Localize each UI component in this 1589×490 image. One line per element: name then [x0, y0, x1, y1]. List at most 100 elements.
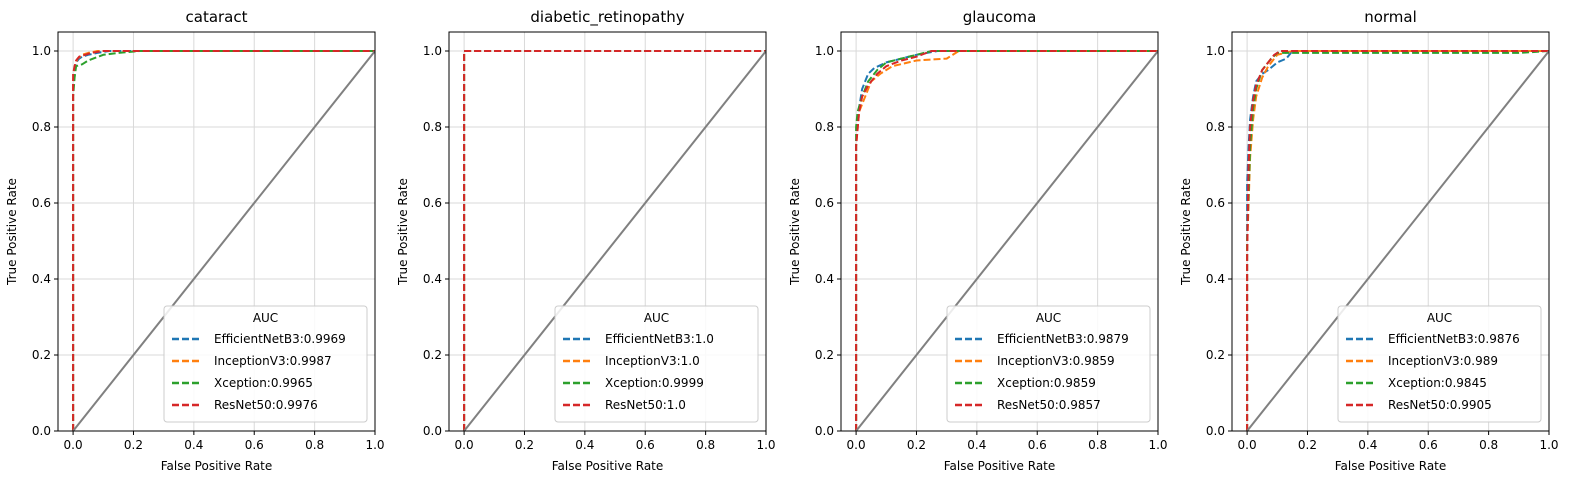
x-tick-label: 0.0: [64, 438, 83, 452]
x-tick-label: 0.6: [1028, 438, 1047, 452]
legend-entry-label: EfficientNetB3:0.9876: [1388, 332, 1520, 346]
x-tick-label: 0.2: [1298, 438, 1317, 452]
x-axis-label: False Positive Rate: [944, 459, 1056, 473]
chance-diagonal-line: [72, 50, 375, 431]
legend-entry-label: InceptionV3:0.989: [1388, 354, 1498, 368]
y-axis-label: True Positive Rate: [5, 178, 19, 286]
legend-entry-label: InceptionV3:0.9859: [997, 354, 1115, 368]
series-lines: [72, 50, 375, 431]
y-axis-label: True Positive Rate: [788, 178, 802, 286]
x-tick-label: 0.6: [245, 438, 264, 452]
y-tick-label: 0.2: [1206, 348, 1225, 362]
legend-title: AUC: [253, 311, 278, 325]
x-tick-label: 1.0: [1148, 438, 1167, 452]
series-lines: [1246, 50, 1549, 431]
y-tick-label: 0.0: [32, 424, 51, 438]
roc-curve-4: [1246, 50, 1549, 431]
y-tick-label: 0.8: [423, 120, 442, 134]
panel-title: cataract: [186, 8, 248, 26]
legend-entry-label: InceptionV3:0.9987: [214, 354, 332, 368]
axes-frame: [448, 31, 767, 432]
x-tick-label: 0.0: [1238, 438, 1257, 452]
y-tick-label: 0.8: [815, 120, 834, 134]
legend: AUC EfficientNetB3:0.9969 InceptionV3:0.99…: [163, 305, 368, 423]
legend-entry-label: Xception:0.9859: [997, 376, 1096, 390]
y-tick-label: 0.4: [1206, 272, 1225, 286]
axes-frame: [1231, 31, 1550, 432]
y-tick-label: 1.0: [815, 44, 834, 58]
roc-panel-4: 0.0 0.2 0.4 0.6 0.8 1.0 0.0 0.2 0.4 0.6 0.8 1.0 norm…: [1179, 8, 1559, 473]
legend-entry-label: EfficientNetB3:0.9969: [214, 332, 346, 346]
grid: [449, 32, 767, 432]
legend-entry-label: ResNet50:1.0: [605, 398, 686, 412]
chance-diagonal-line: [855, 50, 1158, 431]
legend-box: [1337, 305, 1542, 423]
x-tick-label: 0.8: [696, 438, 715, 452]
chance-diagonal-line: [1246, 50, 1549, 431]
x-tick-label: 1.0: [756, 438, 775, 452]
x-tick-label: 0.4: [184, 438, 203, 452]
y-tick-label: 0.2: [32, 348, 51, 362]
roc-panel-1: 0.0 0.2 0.4 0.6 0.8 1.0 0.0 0.2 0.4 0.6 0.8 1.0 cata…: [5, 8, 385, 473]
panel-title: normal: [1364, 8, 1417, 26]
x-tick-label: 0.0: [847, 438, 866, 452]
x-tick-label: 0.6: [636, 438, 655, 452]
legend-entry-label: EfficientNetB3:0.9879: [997, 332, 1129, 346]
legend-title: AUC: [1036, 311, 1061, 325]
legend-title: AUC: [644, 311, 669, 325]
roc-curve-2: [855, 50, 1158, 431]
y-tick-label: 0.6: [423, 196, 442, 210]
legend-entry-label: ResNet50:0.9976: [214, 398, 318, 412]
axes-frame: [57, 31, 376, 432]
legend-entry-label: Xception:0.9999: [605, 376, 704, 390]
y-tick-label: 0.0: [815, 424, 834, 438]
series-lines: [463, 50, 766, 431]
series-lines: [855, 50, 1158, 431]
y-tick-label: 0.6: [1206, 196, 1225, 210]
panel-title: diabetic_retinopathy: [530, 8, 684, 27]
x-tick-label: 0.8: [305, 438, 324, 452]
legend: AUC EfficientNetB3:0.9879 InceptionV3:0.98…: [946, 305, 1151, 423]
x-tick-label: 0.6: [1419, 438, 1438, 452]
roc-panel-3: 0.0 0.2 0.4 0.6 0.8 1.0 0.0 0.2 0.4 0.6 0.8 1.0 glau…: [788, 8, 1168, 473]
legend-entry-label: InceptionV3:1.0: [605, 354, 700, 368]
roc-curve-4: [72, 50, 375, 431]
legend-box: [946, 305, 1151, 423]
x-axis-label: False Positive Rate: [161, 459, 273, 473]
y-tick-label: 1.0: [32, 44, 51, 58]
y-axis-label: True Positive Rate: [1179, 178, 1193, 286]
y-tick-label: 0.8: [32, 120, 51, 134]
y-tick-label: 1.0: [423, 44, 442, 58]
chance-diagonal-line: [463, 50, 766, 431]
y-tick-label: 1.0: [1206, 44, 1225, 58]
x-tick-label: 0.4: [575, 438, 594, 452]
x-tick-label: 0.2: [124, 438, 143, 452]
legend-box: [163, 305, 368, 423]
y-tick-label: 0.0: [423, 424, 442, 438]
y-tick-label: 0.2: [815, 348, 834, 362]
x-tick-label: 0.4: [1358, 438, 1377, 452]
y-tick-label: 0.8: [1206, 120, 1225, 134]
legend-entry-label: Xception:0.9965: [214, 376, 313, 390]
y-tick-label: 0.2: [423, 348, 442, 362]
legend-entry-label: EfficientNetB3:1.0: [605, 332, 714, 346]
legend-entry-label: ResNet50:0.9905: [1388, 398, 1492, 412]
x-axis-label: False Positive Rate: [1335, 459, 1447, 473]
y-tick-label: 0.6: [32, 196, 51, 210]
y-axis-label: True Positive Rate: [396, 178, 410, 286]
x-tick-label: 1.0: [365, 438, 384, 452]
x-tick-label: 0.8: [1088, 438, 1107, 452]
legend-entry-label: ResNet50:0.9857: [997, 398, 1101, 412]
roc-curve-3: [855, 50, 1158, 431]
x-tick-label: 0.4: [967, 438, 986, 452]
x-tick-label: 0.0: [455, 438, 474, 452]
x-tick-label: 1.0: [1539, 438, 1558, 452]
y-tick-label: 0.4: [32, 272, 51, 286]
x-axis-label: False Positive Rate: [552, 459, 664, 473]
legend-box: [554, 305, 759, 423]
y-tick-label: 0.6: [815, 196, 834, 210]
x-tick-label: 0.8: [1479, 438, 1498, 452]
roc-curve-4: [463, 50, 766, 431]
roc-curve-2: [1246, 50, 1549, 431]
